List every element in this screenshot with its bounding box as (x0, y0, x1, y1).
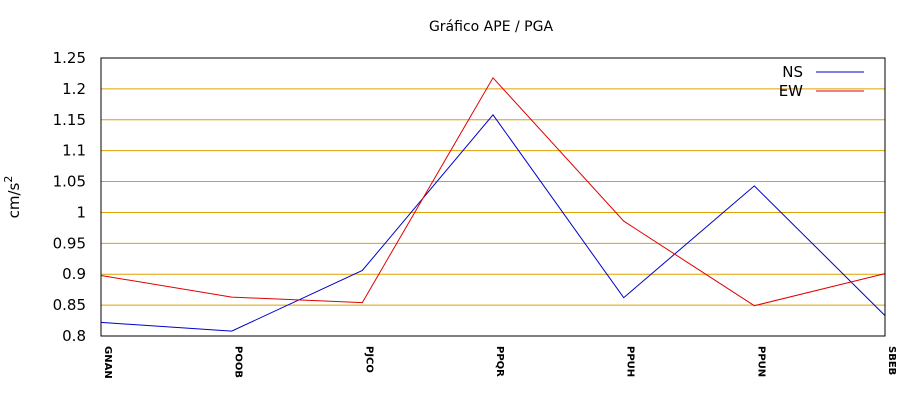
x-tick-label: PJCO (363, 346, 374, 373)
y-axis-label-text: cm/s (5, 182, 23, 218)
plot-frame (100, 57, 886, 337)
y-tick-label: 1.2 (62, 80, 86, 98)
y-tick-label: 1 (76, 203, 86, 221)
svg-text:cm/s2: cm/s2 (2, 176, 23, 219)
y-axis-label-superscript: 2 (2, 176, 15, 183)
y-tick-label: 1.15 (53, 111, 86, 129)
y-tick-label: 1.25 (53, 49, 86, 67)
y-axis-label: cm/s2 (2, 176, 23, 219)
x-tick-label: PPUH (625, 346, 636, 377)
x-tick-label: PPUN (755, 346, 766, 377)
legend-label-ew: EW (779, 82, 803, 100)
x-tick-labels: GNAN POOB PJCO PPQR PPUH PPUN SBEB (102, 346, 897, 379)
y-tick-label: 1.05 (53, 173, 86, 191)
series-line-ew (100, 76, 886, 307)
y-tick-label: 0.85 (53, 296, 86, 314)
y-tick-labels: 0.8 0.85 0.9 0.95 1 1.05 1.1 1.15 1.2 1.25 (53, 49, 86, 345)
chart-title: Gráfico APE / PGA (429, 19, 553, 35)
x-tick-label: SBEB (886, 346, 897, 375)
series-lines (100, 76, 886, 332)
grid-lines (101, 88, 885, 306)
y-tick-label: 0.9 (62, 265, 86, 283)
x-tick-label: POOB (233, 346, 244, 378)
x-tick-label: GNAN (102, 346, 113, 379)
y-tick-label: 1.1 (62, 142, 86, 160)
x-tick-label: PPQR (494, 346, 505, 377)
series-line-ns (100, 113, 886, 332)
y-tick-label: 0.8 (62, 327, 86, 345)
y-tick-label: 0.95 (53, 234, 86, 252)
legend-label-ns: NS (782, 63, 803, 81)
